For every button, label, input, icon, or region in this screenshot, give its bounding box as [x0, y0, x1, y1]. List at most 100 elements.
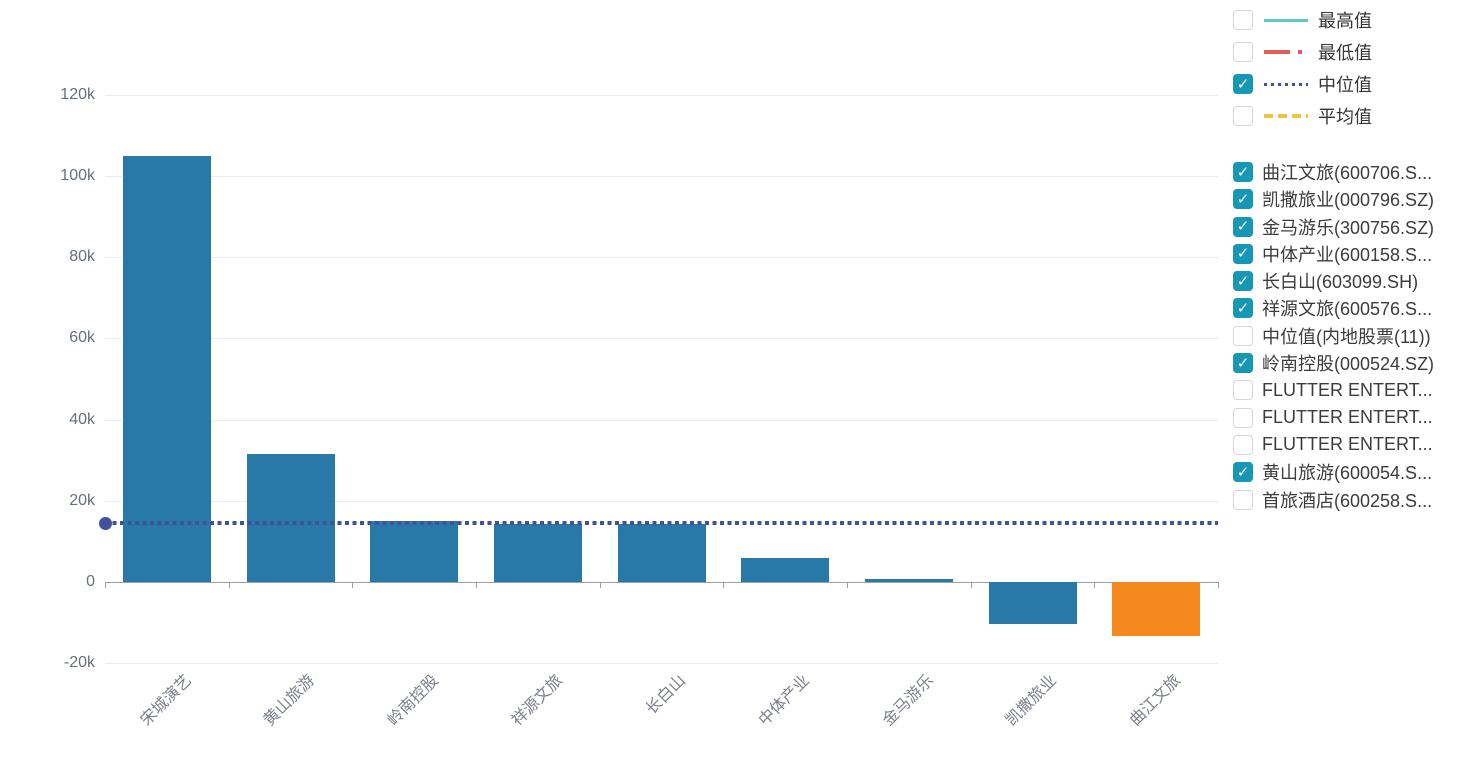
- x-axis-label: 曲江文旅: [1126, 672, 1185, 730]
- legend-series-item[interactable]: ✓ 凯撒旅业(000796.SZ): [1233, 189, 1435, 211]
- legend-series-label: 曲江文旅(600706.S...: [1262, 163, 1433, 183]
- legend-series-item[interactable]: ✓ 祥源文旅(600576.S...: [1233, 298, 1434, 319]
- legend-stat-label: 最低值: [1318, 43, 1372, 63]
- legend-series-item[interactable]: FLUTTER ENTERT...: [1233, 407, 1434, 428]
- checkbox-unchecked[interactable]: [1233, 106, 1253, 126]
- bar[interactable]: [246, 454, 335, 582]
- y-axis-tick-label: 0: [86, 572, 95, 590]
- legend-series-label: FLUTTER ENTERT...: [1262, 434, 1433, 455]
- legend-series-item[interactable]: 首旅酒店(600258.S...: [1233, 489, 1434, 511]
- legend-stat-label: 最高值: [1318, 11, 1372, 31]
- x-axis-label: 宋城演艺: [137, 672, 195, 730]
- gridline: [105, 500, 1218, 502]
- x-axis-label: 长白山: [643, 672, 690, 718]
- checkbox-checked[interactable]: ✓: [1233, 162, 1253, 182]
- legend-series-item[interactable]: ✓ 岭南控股(000524.SZ): [1233, 353, 1435, 375]
- gridline: [105, 257, 1218, 259]
- legend-series-item[interactable]: ✓ 金马游乐(300756.SZ): [1233, 216, 1435, 238]
- bar[interactable]: [370, 521, 459, 582]
- checkbox-unchecked[interactable]: [1233, 325, 1253, 346]
- x-axis-tick: [105, 581, 106, 588]
- legend-series-label: 黄山旅游(600054.S...: [1262, 463, 1433, 484]
- check-icon: ✓: [1236, 163, 1250, 181]
- y-axis-tick-label: 60k: [69, 329, 95, 347]
- x-axis-tick: [847, 581, 848, 588]
- legend-line-sample: [1264, 82, 1308, 86]
- legend-series-label: FLUTTER ENTERT...: [1262, 407, 1433, 428]
- checkbox-checked[interactable]: ✓: [1233, 353, 1253, 374]
- x-axis-label: 黄山旅游: [261, 672, 319, 730]
- legend-series-item[interactable]: FLUTTER ENTERT...: [1233, 379, 1434, 401]
- x-axis-label: 凯撒旅业: [1003, 672, 1061, 730]
- legend-stat-label: 中位值: [1318, 75, 1372, 95]
- legend-series-item[interactable]: ✓ 长白山(603099.SH): [1233, 271, 1434, 293]
- bar[interactable]: [741, 557, 830, 582]
- legend-stat-item[interactable]: 最低值: [1233, 42, 1372, 63]
- legend-stat-item[interactable]: ✓ 中位值: [1233, 74, 1372, 95]
- y-axis-tick-label: 40k: [69, 410, 95, 428]
- legend-series-item[interactable]: 中位值(内地股票(11)): [1233, 325, 1434, 347]
- legend-series-label: 岭南控股(000524.SZ): [1262, 354, 1435, 375]
- legend-stats-group: 最高值最低值 ✓ 中位值平均值: [1233, 10, 1372, 138]
- legend-series-label: 金马游乐(300756.SZ): [1262, 217, 1435, 238]
- legend-series-group: ✓ 曲江文旅(600706.S... ✓ 凯撒旅业(000796.SZ) ✓ 金马游乐(3…: [1233, 162, 1434, 517]
- legend-series-label: 凯撒旅业(000796.SZ): [1262, 190, 1435, 211]
- checkbox-unchecked[interactable]: [1233, 434, 1253, 455]
- checkbox-checked[interactable]: ✓: [1233, 74, 1253, 94]
- x-axis-tick: [228, 581, 230, 588]
- check-icon: ✓: [1236, 354, 1250, 372]
- check-icon: ✓: [1236, 463, 1250, 481]
- legend-line-sample: [1264, 114, 1308, 118]
- legend-series-label: 长白山(603099.SH): [1262, 272, 1419, 293]
- median-line-dot: [98, 516, 112, 530]
- checkbox-checked[interactable]: ✓: [1233, 462, 1253, 483]
- gridline: [105, 176, 1218, 178]
- y-axis-tick-label: 20k: [69, 491, 95, 509]
- y-axis-tick-label: -20k: [63, 654, 95, 671]
- legend-series-item[interactable]: ✓ 中体产业(600158.S...: [1233, 243, 1434, 265]
- bar[interactable]: [122, 155, 211, 582]
- x-axis-tick: [1218, 581, 1219, 588]
- checkbox-checked[interactable]: ✓: [1233, 271, 1253, 292]
- check-icon: ✓: [1236, 272, 1250, 290]
- gridline: [105, 663, 1218, 664]
- bar[interactable]: [988, 581, 1077, 624]
- checkbox-unchecked[interactable]: [1233, 42, 1253, 62]
- checkbox-unchecked[interactable]: [1233, 380, 1253, 401]
- legend-stat-item[interactable]: 最高值: [1233, 10, 1372, 31]
- legend-series-item[interactable]: ✓ 黄山旅游(600054.S...: [1233, 462, 1434, 484]
- x-axis-tick: [352, 581, 354, 588]
- checkbox-unchecked[interactable]: [1233, 489, 1253, 510]
- gridline: [105, 95, 1218, 96]
- legend-series-label: FLUTTER ENTERT...: [1262, 379, 1433, 400]
- x-axis-tick: [476, 581, 477, 588]
- median-line: [105, 521, 1218, 526]
- legend-line-sample: [1264, 50, 1308, 54]
- legend-stat-label: 平均值: [1318, 107, 1372, 127]
- legend-series-item[interactable]: ✓ 曲江文旅(600706.S...: [1233, 162, 1434, 183]
- bar[interactable]: [864, 578, 953, 582]
- legend-series-item[interactable]: FLUTTER ENTERT...: [1233, 434, 1434, 455]
- bar[interactable]: [617, 523, 706, 582]
- x-axis-line: [105, 581, 1218, 583]
- check-icon: ✓: [1236, 245, 1250, 263]
- checkbox-unchecked[interactable]: [1233, 407, 1253, 428]
- y-axis-tick-label: 120k: [60, 86, 95, 103]
- checkbox-checked[interactable]: ✓: [1233, 298, 1253, 319]
- x-axis-label: 中体产业: [755, 672, 814, 730]
- check-icon: ✓: [1236, 218, 1250, 236]
- bar[interactable]: [493, 524, 582, 582]
- checkbox-checked[interactable]: ✓: [1233, 243, 1253, 264]
- check-icon: ✓: [1236, 299, 1250, 317]
- x-axis-tick: [723, 581, 725, 588]
- checkbox-unchecked[interactable]: [1233, 10, 1253, 30]
- bar[interactable]: [1112, 581, 1201, 636]
- legend-line-sample: [1264, 18, 1308, 22]
- legend-series-label: 中体产业(600158.S...: [1262, 244, 1433, 265]
- checkbox-checked[interactable]: ✓: [1233, 216, 1253, 237]
- checkbox-checked[interactable]: ✓: [1233, 189, 1253, 210]
- legend-stat-item[interactable]: 平均值: [1233, 106, 1372, 127]
- legend-series-label: 首旅酒店(600258.S...: [1262, 490, 1433, 511]
